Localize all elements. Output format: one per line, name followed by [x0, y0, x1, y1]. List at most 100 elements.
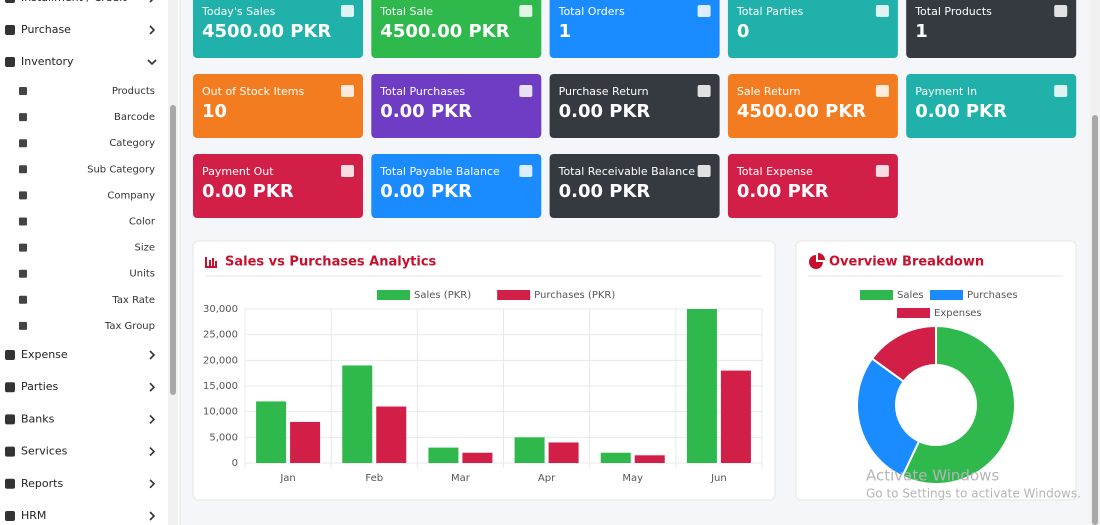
legend-label[interactable]: Sales	[897, 290, 924, 301]
card-value: 0.00 PKR	[559, 101, 651, 122]
doughnut-segment[interactable]	[856, 357, 921, 478]
card-icon	[875, 165, 889, 177]
card-title: Total Orders	[558, 5, 625, 18]
submenu-item[interactable]: Barcode	[114, 112, 155, 123]
submenu-item[interactable]: Products	[112, 86, 155, 97]
stat-card[interactable]: Total Products 1	[906, 0, 1077, 58]
card-background	[193, 0, 363, 58]
stat-card[interactable]: Total Sale 4500.00 PKR	[371, 0, 542, 58]
card-icon	[341, 85, 354, 97]
submenu-item[interactable]: Color	[129, 217, 156, 228]
card-icon	[875, 5, 889, 17]
bar[interactable]	[462, 452, 493, 463]
x-tick-label: Jan	[279, 473, 295, 484]
menu-item[interactable]: Installment / Credit	[21, 0, 127, 4]
card-background	[906, 74, 1077, 138]
legend-label[interactable]: Purchases (PKR)	[534, 290, 615, 301]
menu-item[interactable]: Purchase	[21, 23, 71, 36]
menu-item[interactable]: Services	[21, 445, 68, 458]
bar[interactable]	[376, 406, 407, 463]
submenu-icon	[19, 113, 27, 122]
legend-swatch	[897, 308, 930, 318]
submenu-icon	[19, 139, 27, 148]
card-background	[371, 154, 542, 218]
stat-card[interactable]: Total Payable Balance 0.00 PKR	[371, 154, 542, 218]
bar[interactable]	[290, 421, 321, 463]
card-value: 0.00 PKR	[559, 181, 651, 202]
bar[interactable]	[600, 452, 631, 463]
chevron	[149, 350, 156, 360]
card-background	[193, 154, 363, 218]
card-icon	[341, 5, 354, 17]
stat-card[interactable]: Purchase Return 0.00 PKR	[549, 74, 720, 138]
bar[interactable]	[634, 455, 665, 463]
menu-icon	[5, 382, 15, 393]
legend-swatch	[930, 290, 963, 300]
card-title: Payment In	[915, 85, 977, 98]
menu-item[interactable]: Reports	[21, 477, 63, 490]
y-tick-label: 20,000	[203, 355, 238, 366]
stat-card[interactable]: Out of Stock Items 10	[193, 74, 363, 138]
card-background	[371, 0, 542, 58]
sidebar-scroll-thumb[interactable]	[170, 105, 176, 395]
stat-card[interactable]: Total Parties 0	[727, 0, 898, 58]
card-background	[727, 154, 898, 218]
menu-item[interactable]: HRM	[21, 509, 46, 522]
bar-chart-panel	[192, 240, 776, 501]
card-title: Payment Out	[202, 165, 274, 178]
y-tick-label: 30,000	[203, 304, 238, 315]
submenu-icon	[19, 295, 27, 304]
card-icon	[875, 85, 889, 97]
stat-card[interactable]: Total Expense 0.00 PKR	[727, 154, 898, 218]
stat-card[interactable]: Total Orders 1	[549, 0, 720, 58]
menu-icon	[5, 350, 15, 360]
stat-card[interactable]: Total Receivable Balance 0.00 PKR	[549, 154, 720, 218]
submenu-item[interactable]: Units	[129, 269, 155, 280]
stat-card[interactable]: Sale Return 4500.00 PKR	[727, 74, 898, 138]
menu-icon	[5, 478, 15, 489]
card-title: Total Expense	[736, 165, 813, 178]
chevron	[149, 479, 156, 489]
bar[interactable]	[686, 309, 717, 463]
stat-card[interactable]: Total Purchases 0.00 PKR	[371, 74, 542, 138]
pie-chart-icon	[809, 253, 825, 269]
submenu-item[interactable]: Tax Group	[104, 321, 155, 332]
menu-item[interactable]: Expense	[21, 348, 68, 361]
submenu-item[interactable]: Sub Category	[87, 164, 155, 175]
bar[interactable]	[720, 370, 751, 463]
bar[interactable]	[548, 442, 579, 463]
bar[interactable]	[428, 447, 459, 463]
card-icon	[519, 85, 533, 97]
card-value: 0.00 PKR	[202, 181, 294, 202]
menu-item[interactable]: Inventory	[21, 55, 74, 68]
x-tick-label: Apr	[538, 473, 556, 484]
legend-label[interactable]: Expenses	[934, 308, 982, 319]
card-icon	[1054, 85, 1068, 97]
doughnut-segment[interactable]	[901, 324, 1016, 485]
submenu-icon	[19, 269, 27, 278]
card-title: Total Purchases	[379, 85, 465, 98]
submenu-item[interactable]: Company	[107, 190, 155, 201]
card-value: 0.00 PKR	[380, 101, 472, 122]
menu-item[interactable]: Parties	[21, 380, 59, 393]
bar[interactable]	[342, 365, 373, 463]
submenu-icon	[19, 217, 27, 226]
page-scroll-thumb[interactable]	[1092, 115, 1098, 525]
card-icon	[341, 165, 354, 177]
legend-label[interactable]: Purchases	[967, 290, 1018, 301]
submenu-item[interactable]: Size	[134, 243, 155, 254]
legend-label[interactable]: Sales (PKR)	[414, 290, 471, 301]
stat-card[interactable]: Today's Sales 4500.00 PKR	[193, 0, 363, 58]
card-icon	[519, 5, 533, 17]
doughnut-segment[interactable]	[870, 324, 937, 383]
menu-item[interactable]: Banks	[21, 412, 55, 425]
submenu-item[interactable]: Tax Rate	[111, 295, 155, 306]
bar[interactable]	[256, 401, 287, 463]
stat-card[interactable]: Payment In 0.00 PKR	[906, 74, 1077, 138]
menu-icon	[5, 0, 15, 3]
bar[interactable]	[514, 437, 545, 463]
stat-card[interactable]: Payment Out 0.00 PKR	[193, 154, 363, 218]
card-value: 4500.00 PKR	[737, 101, 866, 122]
submenu-item[interactable]: Category	[109, 138, 155, 149]
